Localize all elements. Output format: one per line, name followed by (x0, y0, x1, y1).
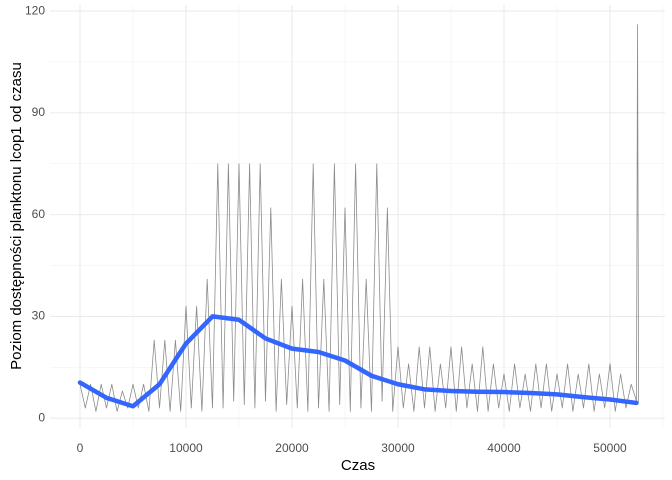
x-tick-label: 10000 (169, 441, 203, 455)
x-axis-title: Czas (341, 457, 375, 474)
data-line (77, 314, 639, 409)
x-tick-label: 0 (77, 441, 84, 455)
y-tick-label: 60 (32, 207, 46, 221)
y-tick-label: 90 (32, 105, 46, 119)
y-tick-label: 0 (38, 410, 45, 424)
x-tick-label: 30000 (381, 441, 415, 455)
x-tick-label: 50000 (593, 441, 627, 455)
data-line (79, 24, 640, 412)
y-tick-label: 30 (32, 309, 46, 323)
x-tick-label: 40000 (487, 441, 521, 455)
y-axis-title: Poziom dostępności planktonu lcop1 od cz… (8, 62, 25, 370)
y-tick-label: 120 (25, 3, 45, 17)
x-tick-label: 20000 (275, 441, 309, 455)
